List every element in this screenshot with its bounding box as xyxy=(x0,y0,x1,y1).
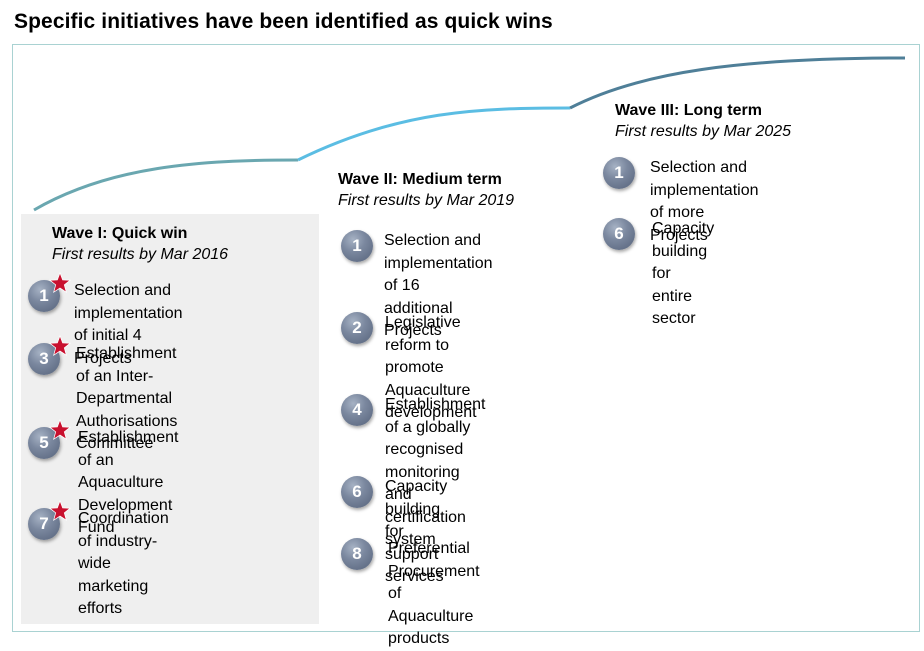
curve-wave-2 xyxy=(297,106,571,162)
wave-1-header: Wave I: Quick win First results by Mar 2… xyxy=(52,225,228,264)
initiative-text: Capacity building for support services xyxy=(385,478,448,585)
number-badge: 5 xyxy=(28,427,60,459)
number-badge: 1 xyxy=(341,230,373,262)
number-badge: 7 xyxy=(28,508,60,540)
initiative-text: Legislative reform to promote Aquacultur… xyxy=(385,314,477,421)
number-badge: 4 xyxy=(341,394,373,426)
star-icon xyxy=(49,419,71,441)
number-badge: 6 xyxy=(341,476,373,508)
wave-2-subtitle: First results by Mar 2019 xyxy=(338,192,515,209)
number-badge: 1 xyxy=(28,280,60,312)
number-badge: 3 xyxy=(28,343,60,375)
star-icon xyxy=(49,500,71,522)
initiative-text: Selection and implementation of 16 addit… xyxy=(384,232,493,339)
initiative-text: Selection and implementation of initial … xyxy=(74,282,183,367)
number-badge: 2 xyxy=(341,312,373,344)
number-badge: 8 xyxy=(341,538,373,570)
initiative-text: Establishment of an Inter- Departmental … xyxy=(76,345,178,452)
star-icon xyxy=(49,272,71,294)
wave-3-header: Wave III: Long term First results by Mar… xyxy=(615,102,791,141)
wave-1-panel xyxy=(21,214,319,624)
initiative-text: Capacity building for entire sector xyxy=(652,220,715,327)
wave-2-title: Wave II: Medium term xyxy=(338,171,502,188)
curve-wave-1 xyxy=(33,158,299,212)
number-badge: 6 xyxy=(603,218,635,250)
wave-1-subtitle: First results by Mar 2016 xyxy=(52,246,229,263)
star-icon xyxy=(49,335,71,357)
initiative-text: Establishment of a globally recognised m… xyxy=(385,396,486,548)
page-title: Specific initiatives have been identifie… xyxy=(14,10,553,33)
wave-2-header: Wave II: Medium term First results by Ma… xyxy=(338,171,514,210)
wave-3-title: Wave III: Long term xyxy=(615,102,762,119)
initiative-text: Selection and implementation of more Pro… xyxy=(650,159,759,244)
curve-wave-3 xyxy=(569,56,906,110)
initiative-text: Coordination of industry- wide marketing… xyxy=(78,510,169,617)
content-frame xyxy=(12,44,920,632)
initiative-text: Establishment of an Aquaculture Developm… xyxy=(78,429,179,536)
initiative-text: Preferential Procurement of Aquaculture … xyxy=(388,540,480,647)
wave-3-subtitle: First results by Mar 2025 xyxy=(615,123,792,140)
number-badge: 1 xyxy=(603,157,635,189)
wave-1-title: Wave I: Quick win xyxy=(52,225,188,242)
